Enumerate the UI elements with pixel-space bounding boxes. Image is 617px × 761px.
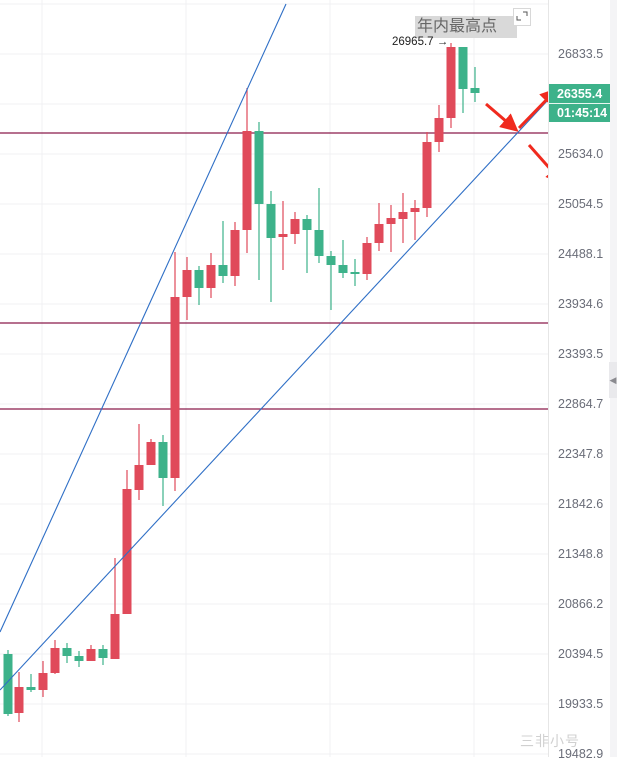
current-price: 26355.4 (557, 87, 603, 101)
price-tick-label: 19933.5 (558, 697, 604, 711)
trendline (0, 3, 287, 633)
candle-body (446, 47, 456, 118)
candle-body (290, 219, 300, 234)
candle-body (170, 297, 180, 478)
collapse-panel-button[interactable]: ◀ (609, 362, 617, 398)
price-axis[interactable] (548, 0, 611, 757)
candle-body (470, 88, 480, 93)
candle-body (410, 208, 420, 212)
candle-body (62, 648, 72, 656)
candle-body (146, 442, 156, 465)
candle-body (230, 230, 240, 276)
candle-body (386, 218, 396, 224)
price-tick-label: 25054.5 (558, 197, 604, 211)
price-tick-label: 20394.5 (558, 647, 604, 661)
candle-body (326, 256, 336, 265)
candle-body (50, 648, 60, 673)
trendline (0, 99, 549, 691)
candle-body (3, 654, 13, 714)
candle-body (26, 687, 36, 690)
candle-body (314, 230, 324, 256)
candle-body (74, 656, 84, 661)
candle-body (38, 673, 48, 690)
year-high-annotation[interactable]: 年内最高点 (415, 16, 517, 38)
candle-body (182, 270, 192, 297)
candle-body (302, 219, 312, 230)
candle-body (278, 234, 288, 237)
price-tick-label: 21348.8 (558, 547, 604, 561)
candle-body (254, 131, 264, 204)
candle-body (194, 270, 204, 288)
candle-body (242, 131, 252, 230)
current-price-badge: 26355.4 01:45:14 (549, 84, 610, 122)
candle-body (338, 265, 348, 273)
price-tick-label: 25634.0 (558, 147, 604, 161)
candle-body (398, 212, 408, 219)
year-high-price-label: 26965.7 → (392, 36, 449, 48)
candle-countdown: 01:45:14 (557, 106, 608, 120)
candle-body (14, 687, 24, 713)
price-tick-label: 23393.5 (558, 347, 604, 361)
chart-plot-area[interactable] (0, 0, 564, 757)
candle-body (374, 224, 384, 243)
candle-body (206, 265, 216, 288)
candle-body (158, 442, 168, 478)
candle-body (134, 465, 144, 490)
candle-body (434, 118, 444, 142)
watermark: 三非小号 (520, 733, 580, 749)
price-tick-label: 22864.7 (558, 397, 604, 411)
candle-body (362, 243, 372, 274)
candle-body (422, 142, 432, 208)
candle-body (266, 204, 276, 238)
candle-body (122, 489, 132, 614)
red-arrow-annotation (485, 102, 519, 132)
price-tick-label: 22347.8 (558, 447, 604, 461)
price-tick-label: 21842.6 (558, 497, 604, 511)
candle-body (86, 649, 96, 661)
candle-body (458, 47, 468, 89)
chevron-left-icon: ◀ (609, 375, 617, 385)
fullscreen-icon (516, 11, 528, 21)
candle-body (218, 265, 228, 276)
price-tick-label: 20866.2 (558, 597, 604, 611)
candle-body (98, 649, 108, 658)
price-tick-label: 23934.6 (558, 297, 604, 311)
badge-divider (549, 103, 610, 104)
candle-body (110, 614, 120, 659)
fullscreen-button[interactable] (513, 8, 531, 26)
candle-body (350, 272, 360, 274)
price-tick-label: 26833.5 (558, 47, 604, 61)
price-tick-label: 24488.1 (558, 247, 604, 261)
